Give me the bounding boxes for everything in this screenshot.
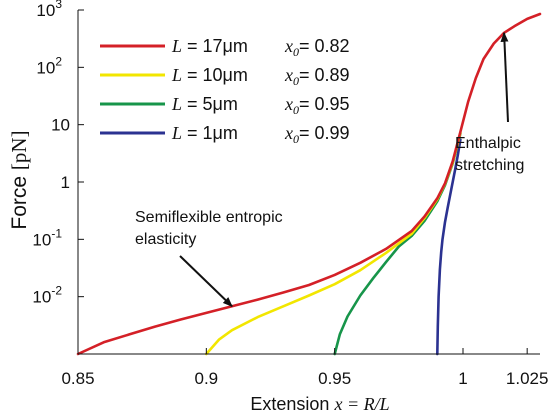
- axes: [77, 10, 540, 355]
- x-tick-label-0: 0.85: [61, 369, 94, 388]
- series-line-0: [76, 12, 542, 356]
- annotation-arrow-1: [500, 31, 509, 123]
- legend-x0-value-0: = 0.82: [299, 36, 350, 56]
- plot-lines: [76, 12, 542, 356]
- annotation-text-0: Semiflexible entropic elasticity: [135, 209, 283, 248]
- legend-length-value-3: = 1μm: [182, 123, 238, 143]
- legend-x0-symbol-1: x: [284, 65, 293, 85]
- x-axis-title-formula: x = R/L: [333, 394, 389, 414]
- legend-x0-0: x0= 0.82: [284, 36, 350, 59]
- legend-x0-subscript-1: 0: [293, 74, 299, 88]
- y-tick-label-5: 103: [36, 0, 62, 20]
- series-line-3: [435, 138, 462, 356]
- y-tick-label-0-exponent: -2: [51, 284, 62, 298]
- y-tick-label-4-base: 10: [36, 58, 55, 77]
- y-tick-label-0-base: 10: [32, 288, 51, 307]
- legend-x0-symbol-3: x: [284, 123, 293, 143]
- y-tick-label-2: 1: [61, 173, 70, 192]
- x-tick-label-1: 0.9: [195, 369, 219, 388]
- y-tick-label-1-exponent: -1: [51, 226, 62, 240]
- legend: L = 17μm x0= 0.82L = 10μm x0= 0.89L = 5μm x…: [100, 36, 350, 146]
- legend-x0-subscript-2: 0: [293, 103, 299, 117]
- y-tick-label-4: 102: [36, 54, 62, 77]
- legend-length-value-2: = 5μm: [182, 94, 238, 114]
- legend-length-3: L = 1μm: [171, 123, 238, 143]
- y-tick-label-4-exponent: 2: [55, 54, 62, 68]
- legend-length-0: L = 17μm: [171, 36, 248, 56]
- legend-x0-1: x0= 0.89: [284, 65, 350, 88]
- y-tick-label-0: 10-2: [32, 284, 62, 307]
- legend-length-symbol-2: L: [171, 94, 182, 114]
- series-line-1: [205, 131, 462, 356]
- y-tick-label-1: 10-1: [32, 226, 62, 249]
- annotation-text-1: Enthalpic stretching: [455, 135, 524, 174]
- legend-length-value-0: = 17μm: [182, 36, 248, 56]
- y-tick-label-5-base: 10: [36, 1, 55, 20]
- y-axis-title: Force [pN]: [7, 130, 31, 229]
- legend-x0-value-2: = 0.95: [299, 94, 350, 114]
- y-tick-label-1-base: 10: [32, 230, 51, 249]
- annotation-text-1-line-0: Enthalpic: [455, 135, 521, 152]
- legend-x0-symbol-0: x: [284, 36, 293, 56]
- annotation-text-0-line-1: elasticity: [135, 231, 196, 248]
- legend-x0-subscript-0: 0: [293, 45, 299, 59]
- legend-length-2: L = 5μm: [171, 94, 238, 114]
- annotation-arrow-0: [179, 255, 233, 307]
- annotation-text-1-line-1: stretching: [455, 157, 524, 174]
- legend-x0-2: x0= 0.95: [284, 94, 350, 117]
- annotations: Semiflexible entropic elasticity Enthalpic…: [135, 31, 524, 307]
- legend-length-symbol-0: L: [171, 36, 182, 56]
- x-tick-label-2: 0.95: [318, 369, 351, 388]
- legend-x0-symbol-2: x: [284, 94, 293, 114]
- y-tick-label-3-base: 10: [51, 116, 70, 135]
- x-tick-label-4: 1.025: [506, 369, 549, 388]
- legend-length-1: L = 10μm: [171, 65, 248, 85]
- y-tick-label-5-exponent: 3: [55, 0, 62, 11]
- legend-length-symbol-3: L: [171, 123, 182, 143]
- y-axis-title-unit: [pN]: [7, 130, 31, 170]
- y-axis-title-prefix: Force: [8, 170, 31, 230]
- legend-x0-value-3: = 0.99: [299, 123, 350, 143]
- x-tick-label-3: 1: [458, 369, 467, 388]
- y-tick-label-2-base: 1: [61, 173, 70, 192]
- x-axis-title: Extension x = R/L: [250, 394, 389, 414]
- legend-length-value-1: = 10μm: [182, 65, 248, 85]
- legend-x0-value-1: = 0.89: [299, 65, 350, 85]
- annotation-text-0-line-0: Semiflexible entropic: [135, 209, 283, 226]
- y-tick-label-3: 10: [51, 116, 70, 135]
- legend-length-symbol-1: L: [171, 65, 182, 85]
- legend-x0-subscript-3: 0: [293, 132, 299, 146]
- legend-x0-3: x0= 0.99: [284, 123, 350, 146]
- x-axis-title-prefix: Extension: [250, 394, 334, 414]
